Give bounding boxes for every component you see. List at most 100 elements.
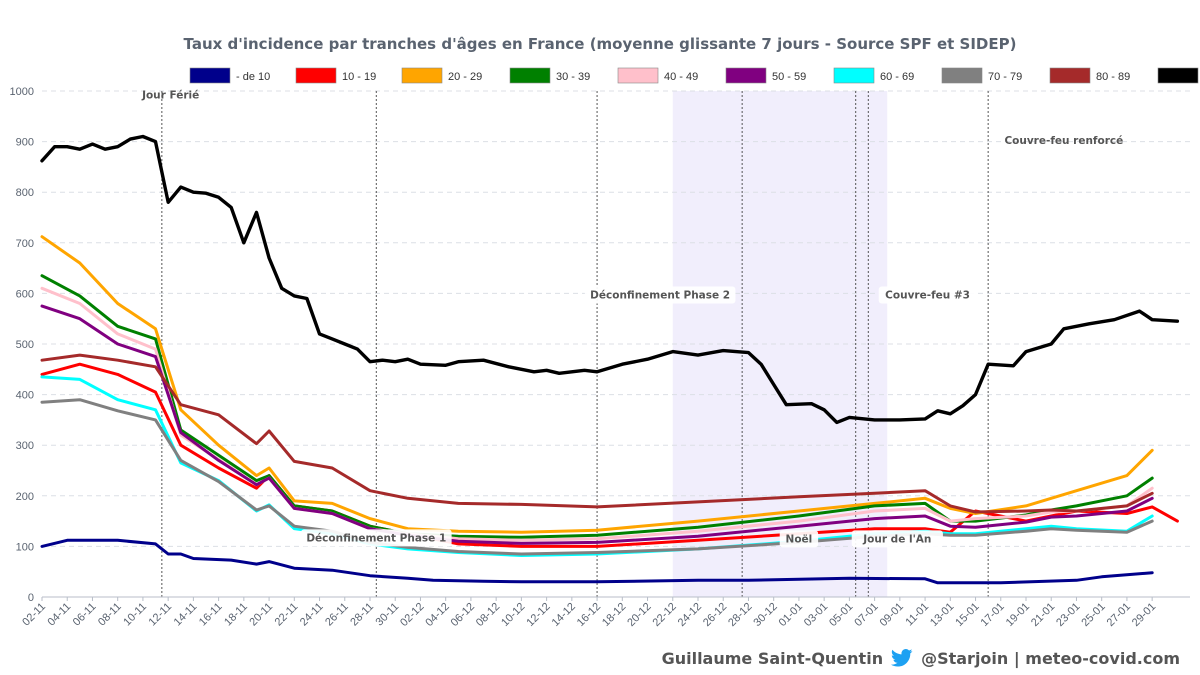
annotation-bg xyxy=(878,286,977,304)
series-line-6 xyxy=(40,304,1154,545)
annotation-label: Noël xyxy=(786,533,813,545)
y-tick-label: 500 xyxy=(16,339,34,351)
author-name: Guillaume Saint-Quentin xyxy=(661,648,884,668)
legend-swatch xyxy=(509,67,551,84)
x-tick-label: 06-11 xyxy=(71,601,99,629)
y-tick-label: 900 xyxy=(16,137,34,149)
x-tick-label: 13-01 xyxy=(928,601,956,629)
annotation-label: Couvre-feu #3 xyxy=(885,289,970,301)
x-tick-label: 18-12 xyxy=(600,601,628,629)
legend-label: 10 - 19 xyxy=(342,71,376,83)
x-tick-label: 28-11 xyxy=(348,601,376,629)
x-tick-label: 21-01 xyxy=(1029,601,1057,629)
legend-swatch xyxy=(941,67,983,84)
annotation-bg xyxy=(851,530,943,548)
legend-swatch xyxy=(833,67,875,84)
legend-swatch xyxy=(189,67,231,84)
legend-label: 70 - 79 xyxy=(988,71,1022,83)
x-tick-label: 30-11 xyxy=(374,601,402,629)
annotation-label: Déconfinement Phase 1 xyxy=(306,532,446,544)
x-tick-label: 12-12 xyxy=(524,601,552,629)
legend-swatch xyxy=(295,67,337,84)
x-tick-label: 24-11 xyxy=(298,601,326,629)
twitter-bird-icon xyxy=(891,649,913,667)
y-tick-label: 700 xyxy=(16,238,34,250)
legend-swatch xyxy=(617,67,659,84)
x-tick-label: 26-11 xyxy=(323,601,351,629)
x-tick-label: 23-01 xyxy=(1054,601,1082,629)
legend-label: 40 - 49 xyxy=(664,71,698,83)
series-line-10 xyxy=(40,134,1180,425)
x-tick-label: 08-11 xyxy=(96,601,124,629)
y-tick-label: 400 xyxy=(16,390,34,402)
chart-title: Taux d'incidence par tranches d'âges en … xyxy=(184,35,1017,53)
x-tick-label: 02-11 xyxy=(20,601,48,629)
x-tick-label: 26-12 xyxy=(701,601,729,629)
y-tick-label: 300 xyxy=(16,440,34,452)
x-tick-label: 07-01 xyxy=(852,601,880,629)
legend-label: 20 - 29 xyxy=(448,71,482,83)
legend-label: 30 - 39 xyxy=(556,71,590,83)
grid-lines xyxy=(42,90,1190,598)
x-tick-label: 24-12 xyxy=(676,601,704,629)
annotation-label: Déconfinement Phase 2 xyxy=(590,289,730,301)
annotation-label: Jour Férié xyxy=(141,90,199,102)
legend-swatch xyxy=(1157,67,1199,84)
x-tick-label: 16-12 xyxy=(575,601,603,629)
x-tick-label: 14-11 xyxy=(172,601,200,629)
footer: Guillaume Saint-Quentin @Starjoin | mete… xyxy=(640,646,1180,670)
annotations: Jour Férié Déconfinement Phase 1 Déconfine… xyxy=(141,90,1123,548)
x-tick-label: 22-11 xyxy=(273,601,301,629)
x-tick-label: 12-11 xyxy=(146,601,174,629)
y-tick-label: 1000 xyxy=(10,86,34,98)
y-tick-label: 100 xyxy=(16,541,34,553)
y-tick-label: 800 xyxy=(16,187,34,199)
y-tick-label: 200 xyxy=(16,491,34,503)
x-tick-label: 08-12 xyxy=(474,601,502,629)
annotation-bg xyxy=(779,530,819,548)
x-tick-label: 10-12 xyxy=(499,601,527,629)
legend-swatch xyxy=(401,67,443,84)
series-line-9 xyxy=(40,353,1154,514)
x-tick-label: 09-01 xyxy=(878,601,906,629)
x-tick-label: 17-01 xyxy=(979,601,1007,629)
x-tick-label: 18-11 xyxy=(222,601,250,629)
x-tick-label: 05-01 xyxy=(827,601,855,629)
x-tick-label: 19-01 xyxy=(1004,601,1032,629)
legend-label: - de 10 xyxy=(236,71,270,83)
x-tick-label: 04-12 xyxy=(423,601,451,629)
x-tick-label: 28-12 xyxy=(726,601,754,629)
annotation-label: Jour de l'An xyxy=(862,533,931,545)
x-tick-label: 30-12 xyxy=(751,601,779,629)
x-tick-label: 06-12 xyxy=(449,601,477,629)
series-line-3 xyxy=(40,235,1154,534)
legend: - de 10 10 - 19 20 - 29 30 - 39 40 - 49 50 - … xyxy=(189,67,1199,84)
x-tick-label: 25-01 xyxy=(1079,601,1107,629)
x-tick-label: 02-12 xyxy=(398,601,426,629)
y-tick-label: 600 xyxy=(16,288,34,300)
x-tick-label: 15-01 xyxy=(953,601,981,629)
x-tick-label: 03-01 xyxy=(802,601,830,629)
x-tick-label: 22-12 xyxy=(651,601,679,629)
legend-label: 50 - 59 xyxy=(772,71,806,83)
handle-and-site: @Starjoin | meteo-covid.com xyxy=(921,648,1180,668)
legend-label: 80 - 89 xyxy=(1096,71,1130,83)
series-line-4 xyxy=(40,274,1154,539)
series-layer xyxy=(40,134,1180,585)
x-tick-label: 04-11 xyxy=(46,601,74,629)
x-tick-label: 20-11 xyxy=(247,601,275,629)
x-tick-label: 11-01 xyxy=(903,601,931,629)
legend-swatch xyxy=(1049,67,1091,84)
series-line-5 xyxy=(40,286,1154,542)
series-line-8 xyxy=(40,398,1154,556)
x-tick-label: 01-01 xyxy=(777,601,805,629)
x-tick-label: 14-12 xyxy=(550,601,578,629)
x-tick-label: 20-12 xyxy=(625,601,653,629)
series-line-1 xyxy=(40,538,1154,585)
x-tick-label: 27-01 xyxy=(1105,601,1133,629)
x-tick-label: 29-01 xyxy=(1130,601,1158,629)
x-tick-label: 10-11 xyxy=(121,601,149,629)
legend-label: 60 - 69 xyxy=(880,71,914,83)
annotation-bg xyxy=(584,286,736,304)
